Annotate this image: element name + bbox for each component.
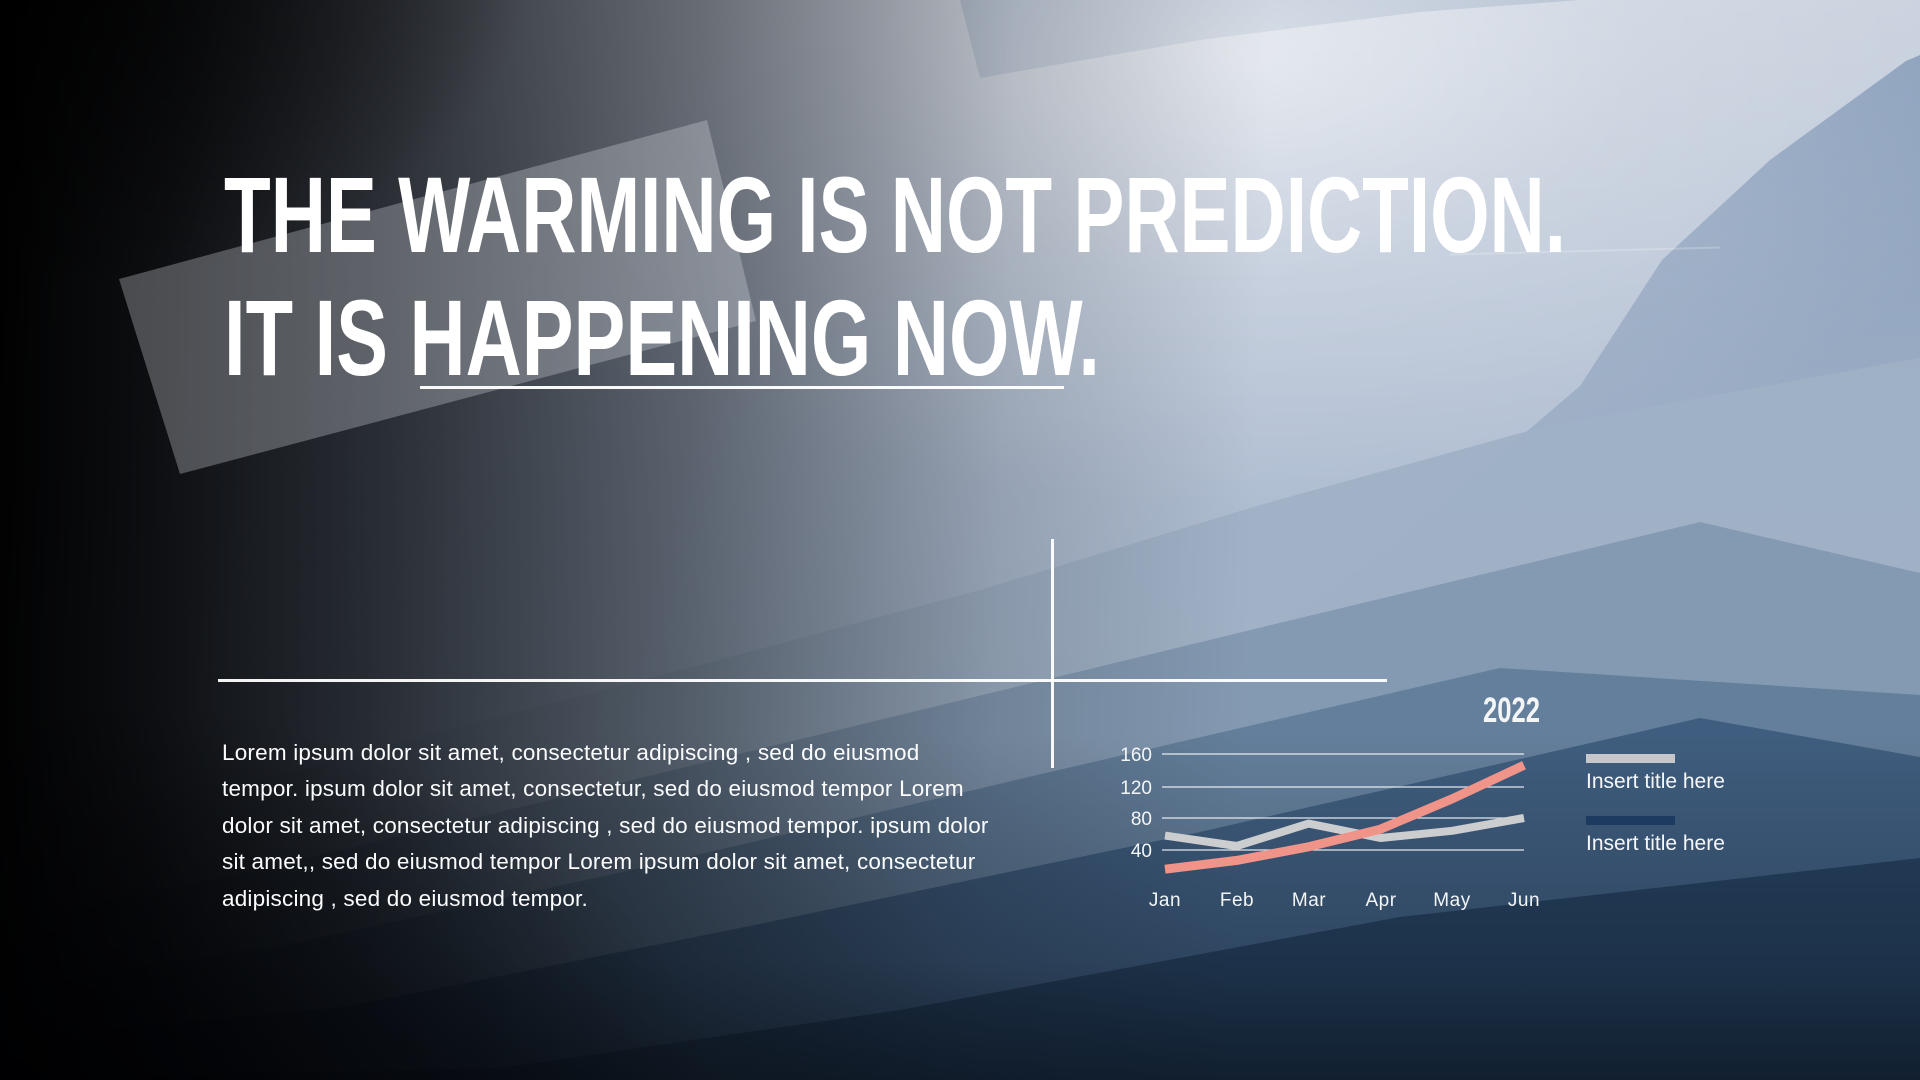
title-backdrop-shape	[119, 120, 756, 474]
title-line-2: IT IS HAPPENING NOW.	[224, 277, 1100, 398]
y-tick-120: 120	[1120, 778, 1152, 799]
legend-item: Insert title here	[1586, 754, 1725, 795]
y-tick-80: 80	[1131, 809, 1152, 830]
y-tick-160: 160	[1120, 745, 1152, 766]
y-tick-40: 40	[1131, 841, 1152, 862]
vertical-divider-line	[1051, 539, 1054, 768]
legend-label: Insert title here	[1586, 832, 1725, 855]
chart-year-label: 2022	[1483, 691, 1540, 730]
x-label-feb: Feb	[1220, 890, 1254, 911]
legend-swatch-navy	[1586, 816, 1675, 825]
series-line-salmon	[1164, 761, 1526, 874]
series-line-gray	[1164, 814, 1525, 850]
x-label-apr: Apr	[1365, 890, 1396, 911]
legend-item: Insert title here	[1586, 816, 1725, 857]
legend-swatch-gray	[1586, 754, 1675, 763]
title-underline	[420, 386, 1064, 389]
x-label-jan: Jan	[1149, 890, 1181, 911]
x-label-mar: Mar	[1292, 890, 1326, 911]
chart-legend: Insert title here Insert title here	[1586, 754, 1725, 878]
x-label-jun: Jun	[1508, 890, 1540, 911]
legend-label: Insert title here	[1586, 770, 1725, 793]
x-label-may: May	[1433, 890, 1470, 911]
body-paragraph: Lorem ipsum dolor sit amet, consectetur …	[222, 740, 989, 911]
title-line-1: THE WARMING IS NOT PREDICTION.	[224, 154, 1566, 275]
line-chart: 2022 160 120 80 40 Jan Feb Mar Apr May J…	[1120, 691, 1540, 911]
horizontal-divider-line	[218, 679, 1387, 682]
